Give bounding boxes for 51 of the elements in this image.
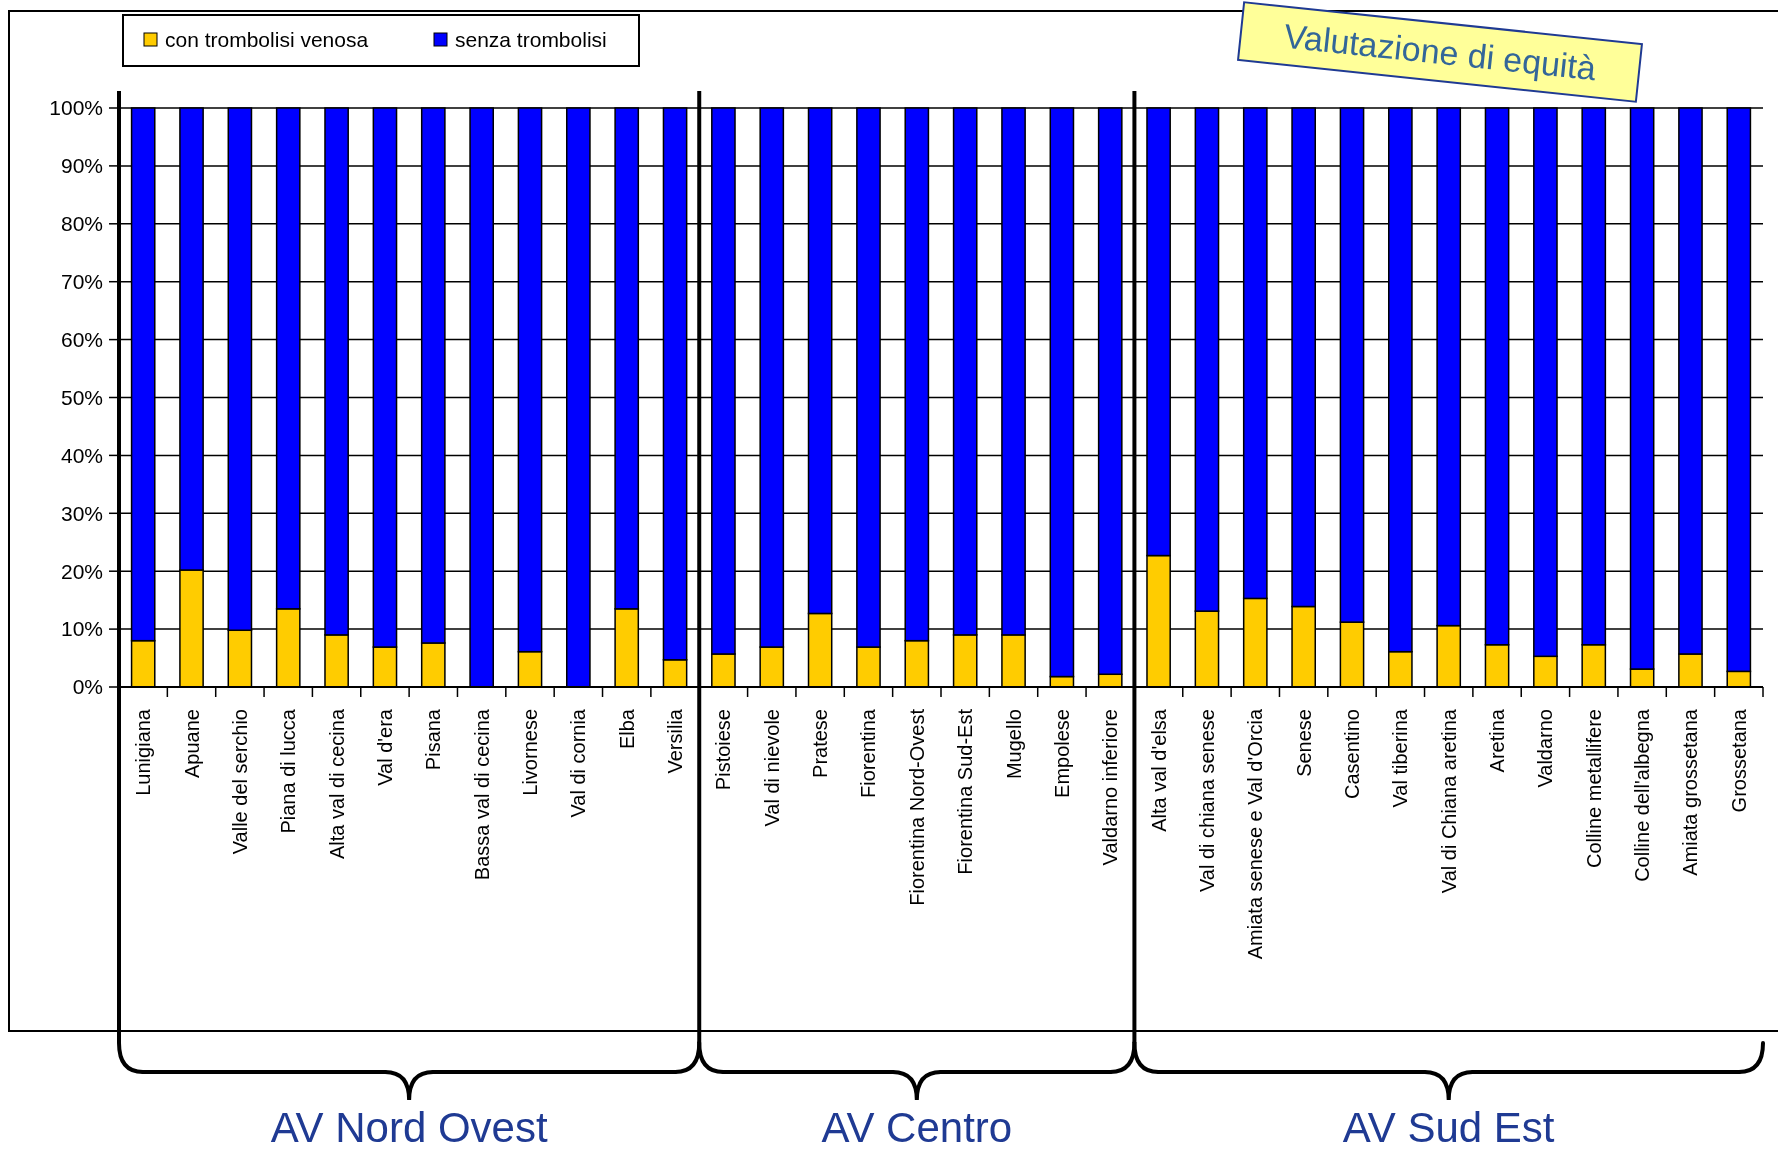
x-tick-label: Versilia [664, 708, 687, 774]
x-tick-label: Pratese [809, 709, 832, 778]
x-tick-label: Mugello [1002, 709, 1025, 780]
text: AV Centro [821, 1104, 1013, 1149]
text: Valutazione di equità [1282, 16, 1598, 88]
x-tick-label: Pisana [422, 708, 445, 771]
x-tick-label: Fiorentina [857, 708, 880, 798]
y-tick-label: 10% [60, 617, 103, 641]
x-tick-label: Val di Chiana aretina [1437, 708, 1460, 894]
text: AV Nord Ovest [270, 1104, 548, 1149]
x-tick-label: Livornese [519, 709, 541, 796]
y-tick-label: 50% [60, 385, 103, 409]
x-tick-label: Colline metallifere [1582, 709, 1605, 868]
x-tick-label: Valdarno inferiore [1099, 709, 1122, 866]
y-tick-label: 90% [60, 154, 103, 178]
x-tick-label: Casentino [1341, 709, 1363, 800]
x-tick-label: Fiorentina Nord-Ovest [905, 708, 928, 906]
x-tick-label: Amiata senese e Val d'Orcia [1244, 708, 1267, 960]
x-tick-label: Val di nievole [760, 709, 783, 827]
x-tick-label: Senese [1292, 709, 1315, 777]
x-tick-label: Bassa val di cecina [470, 708, 493, 881]
y-tick-label: 40% [60, 443, 103, 467]
x-tick-label: Elba [615, 708, 638, 750]
y-tick-label: 100% [49, 96, 103, 120]
x-tick-label: Aretina [1486, 708, 1509, 773]
x-tick-label: Empolese [1050, 709, 1073, 798]
x-tick-label: Colline dell'albegna [1631, 708, 1654, 882]
y-tick-label: 30% [60, 501, 103, 525]
legend-label: senza trombolisi [455, 28, 607, 52]
x-tick-label: Valle del serchio [228, 709, 251, 855]
y-tick-label: 0% [72, 675, 103, 699]
y-tick-label: 80% [60, 212, 103, 236]
x-tick-label: Alta val di cecina [325, 708, 348, 860]
x-tick-label: Val d'era [373, 708, 396, 786]
x-tick-label: Fiorentina Sud-Est [954, 708, 977, 875]
x-tick-label: Lunigiana [132, 708, 155, 796]
x-tick-label: Piana di lucca [277, 708, 300, 834]
x-tick-label: Alta val d'elsa [1147, 708, 1170, 832]
x-tick-label: Val di cornia [567, 708, 590, 818]
x-tick-label: Valdarno [1534, 709, 1557, 788]
y-tick-label: 60% [60, 327, 103, 351]
x-tick-label: Val di chiana senese [1195, 709, 1218, 893]
y-tick-label: 20% [60, 559, 103, 583]
text: AV Sud Est [1342, 1104, 1555, 1149]
x-tick-label: Grossetana [1727, 708, 1750, 813]
x-tick-label: Pistoiese [712, 709, 735, 791]
x-tick-label: Val tiberina [1389, 708, 1412, 808]
y-tick-label: 70% [60, 270, 103, 294]
x-tick-label: Amiata grossetana [1679, 708, 1702, 876]
x-tick-label: Apuane [180, 709, 203, 778]
legend-label: con trombolisi venosa [165, 28, 369, 52]
